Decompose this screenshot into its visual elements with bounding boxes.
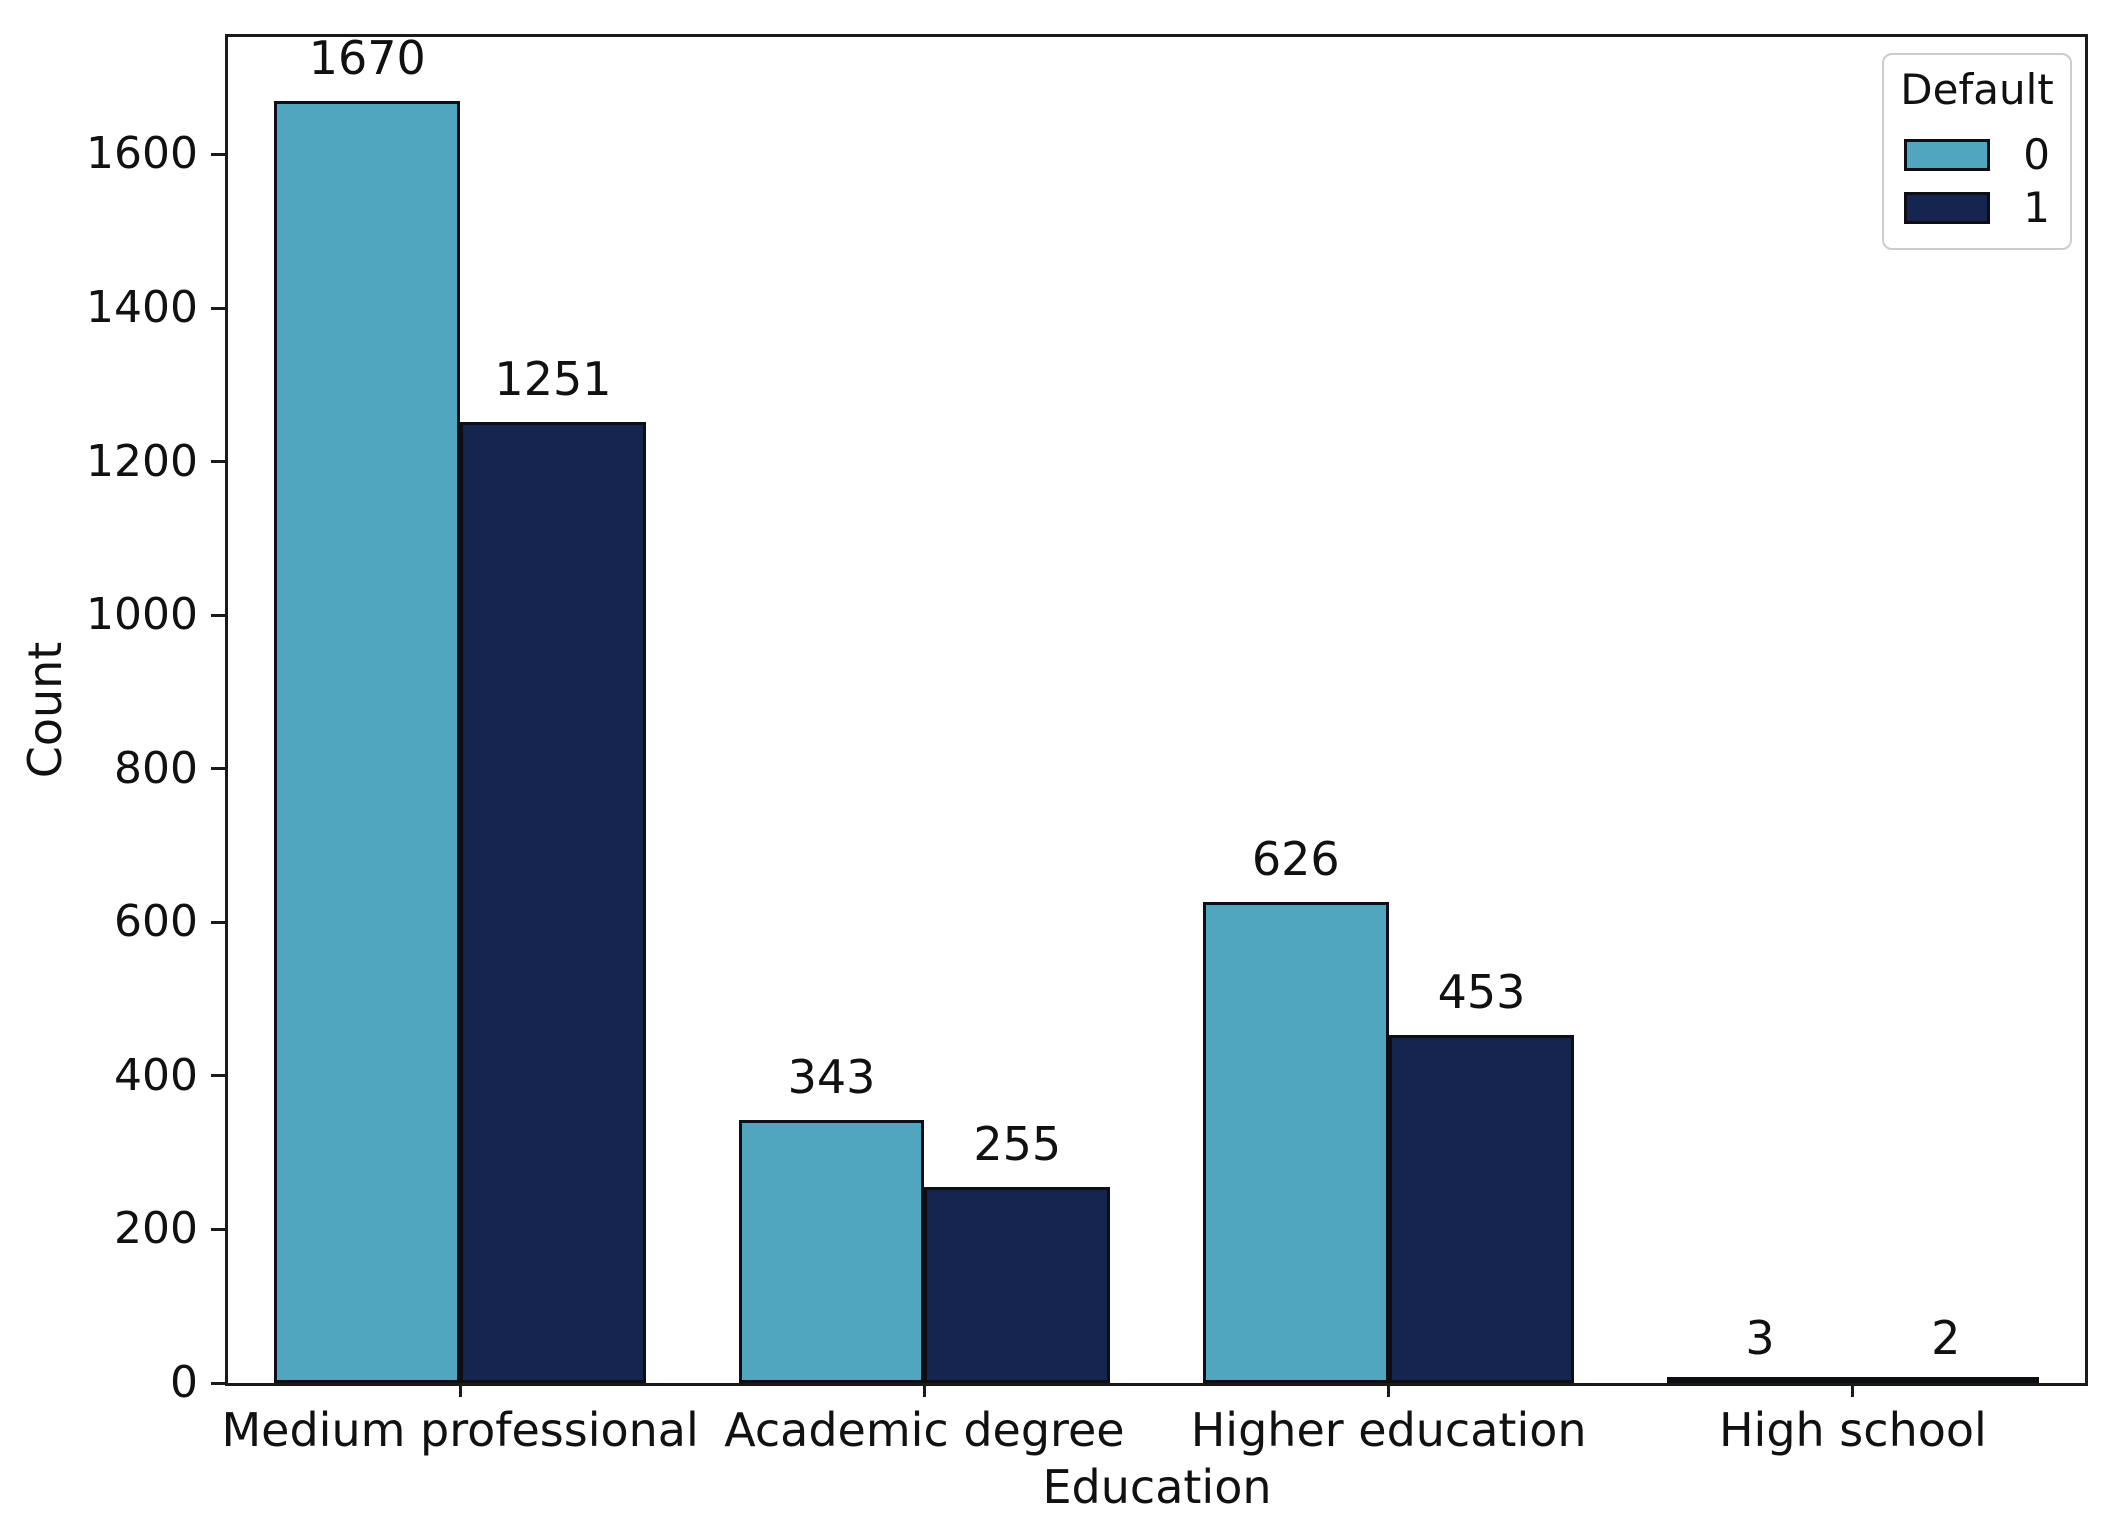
bar (274, 100, 461, 1383)
y-tick (211, 306, 225, 310)
x-tick (1851, 1383, 1855, 1397)
bar-value-label: 3 (1745, 1310, 1775, 1365)
x-tick-label: Medium professional (221, 1403, 699, 1457)
y-tick-label: 1600 (86, 128, 198, 180)
x-tick (458, 1383, 462, 1397)
y-tick-label: 1400 (86, 282, 198, 334)
bar (460, 422, 646, 1383)
y-tick (211, 1074, 225, 1078)
bar-value-label: 453 (1437, 965, 1526, 1020)
x-tick-label: Higher education (1190, 1403, 1587, 1457)
bar (924, 1187, 1111, 1383)
bar (1852, 1377, 2039, 1383)
x-tick-label: Academic degree (724, 1403, 1125, 1457)
y-tick (211, 152, 225, 156)
y-tick (211, 1381, 225, 1385)
y-tick (211, 460, 225, 464)
bar-value-label: 1251 (494, 352, 612, 407)
bar (1667, 1377, 1853, 1383)
y-tick-label: 1200 (86, 435, 198, 487)
x-tick (922, 1383, 926, 1397)
x-axis-title: Education (1042, 1460, 1272, 1514)
y-tick (211, 767, 225, 771)
bar (1388, 1035, 1575, 1383)
y-tick-label: 0 (170, 1357, 198, 1408)
y-tick-label: 600 (114, 896, 198, 948)
legend-title: Default (1900, 65, 2054, 114)
bar-value-label: 626 (1251, 832, 1340, 887)
bar (1202, 902, 1389, 1383)
legend-entry-label: 1 (2023, 183, 2050, 233)
y-tick-label: 1000 (86, 589, 198, 641)
bar (738, 1119, 925, 1383)
y-tick-label: 400 (114, 1049, 198, 1101)
y-tick (211, 1227, 225, 1231)
y-tick (211, 613, 225, 617)
legend-swatch-icon (1904, 139, 1990, 172)
bar-value-label: 2 (1931, 1311, 1961, 1366)
legend-entry: 1 (1904, 187, 2050, 229)
y-tick-label: 800 (114, 742, 198, 794)
plot-area: 0 200 400 600 800 1000 1200 1400 1600 Medium prof… (86, 30, 2088, 1455)
x-tick-label: High school (1718, 1403, 1987, 1457)
y-tick (211, 920, 225, 924)
legend-swatch-icon (1904, 192, 1990, 225)
legend-entry: 0 (1904, 134, 2050, 176)
bar-value-label: 255 (973, 1117, 1062, 1172)
bar-value-label: 343 (787, 1049, 876, 1104)
bar-value-label: 1670 (308, 30, 426, 85)
y-axis-title: Count (18, 641, 72, 779)
legend-entry-label: 0 (2023, 130, 2050, 180)
y-tick-label: 200 (114, 1203, 198, 1255)
x-tick (1387, 1383, 1391, 1397)
